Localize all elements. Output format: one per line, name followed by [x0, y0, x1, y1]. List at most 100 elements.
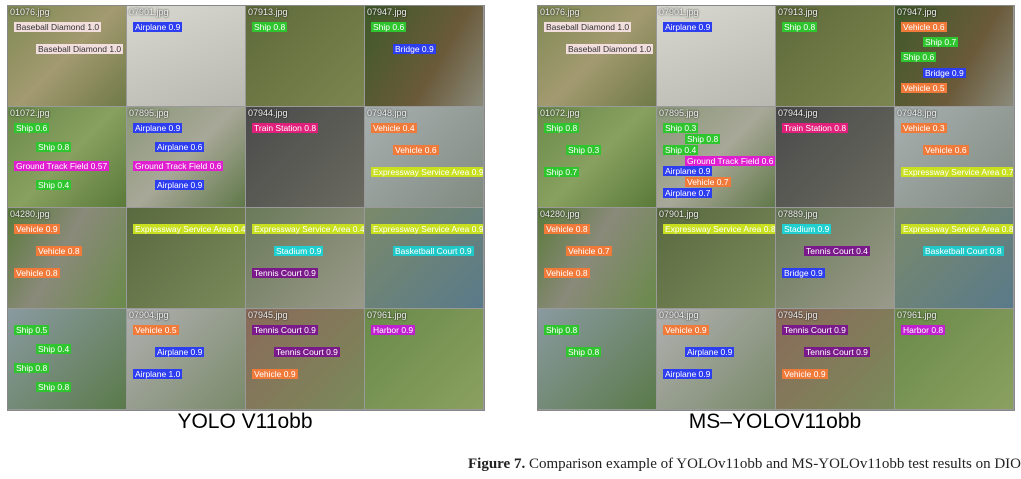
image-tile: 07948.jpg Vehicle 0.4 Vehicle 0.6 Expresswa… [365, 107, 483, 207]
result-grid: 01076.jpg Baseball Diamond 1.0 Baseball Di… [537, 5, 1015, 411]
file-name: 07961.jpg [367, 310, 407, 320]
file-name: 07895.jpg [129, 108, 169, 118]
detection-label: Expressway Service Area 0.8 [663, 224, 775, 234]
image-tile: 07889.jpg Stadium 0.9 Tennis Court 0.4 Brid… [776, 208, 894, 308]
detection-label: Vehicle 0.6 [901, 22, 947, 32]
image-tile: 07944.jpg Train Station 0.8 [776, 107, 894, 207]
detection-label: Airplane 0.9 [663, 166, 713, 177]
detection-label: Baseball Diamond 1.0 [566, 44, 654, 54]
image-tile: 07948.jpg Vehicle 0.3 Vehicle 0.6 Expresswa… [895, 107, 1013, 207]
detection-label: Tennis Court 0.9 [252, 268, 318, 278]
file-name: 07948.jpg [367, 108, 407, 118]
detection-label: Train Station 0.8 [782, 123, 849, 133]
detection-label: Ship 0.3 [663, 123, 699, 133]
image-tile: 07901.jpg Airplane 0.9 [127, 6, 245, 106]
result-grid: 01076.jpg Baseball Diamond 1.0 Baseball Di… [7, 5, 485, 411]
image-tile: Ship 0.8 Ship 0.8 [538, 309, 656, 409]
detection-label: Airplane 0.7 [663, 188, 713, 199]
detection-label: Expressway Service Area 0.4 [133, 224, 245, 234]
detection-label: Vehicle 0.7 [685, 177, 731, 188]
image-tile: Expressway Service Area 0.9 Basketball Co… [365, 208, 483, 308]
detection-label: Airplane 0.6 [155, 142, 205, 152]
image-tile: 01072.jpg Ship 0.8 Ship 0.3 Ship 0.7 [538, 107, 656, 207]
image-tile: 04280.jpg Vehicle 0.9 Vehicle 0.8 Vehicle 0… [8, 208, 126, 308]
detection-label: Ship 0.8 [544, 123, 580, 133]
file-name: 01076.jpg [540, 7, 580, 17]
image-tile: 07944.jpg Train Station 0.8 [246, 107, 364, 207]
file-name: 07901.jpg [659, 209, 699, 219]
detection-label: Vehicle 0.8 [544, 224, 590, 234]
file-name: 01072.jpg [540, 108, 580, 118]
image-tile: 01072.jpg Ship 0.6 Ship 0.8 Ground Track Fi… [8, 107, 126, 207]
figure-caption: Figure 7. Comparison example of YOLOv11o… [468, 456, 1021, 473]
detection-label: Airplane 0.9 [133, 123, 183, 133]
detection-label: Ship 0.8 [566, 347, 602, 357]
detection-label: Airplane 0.9 [133, 22, 183, 32]
file-name: 07895.jpg [659, 108, 699, 118]
detection-label: Ship 0.8 [782, 22, 818, 32]
file-name: 07913.jpg [778, 7, 818, 17]
image-tile: 07913.jpg Ship 0.8 [776, 6, 894, 106]
detection-label: Vehicle 0.8 [544, 268, 590, 278]
detection-label: Vehicle 0.5 [901, 82, 947, 93]
detection-label: Ship 0.3 [566, 145, 602, 155]
detection-label: Baseball Diamond 1.0 [544, 22, 632, 32]
detection-label: Airplane 0.9 [155, 347, 205, 357]
detection-label: Vehicle 0.9 [663, 325, 709, 335]
image-tile: 07901.jpg Airplane 0.9 [657, 6, 775, 106]
detection-label: Tennis Court 0.4 [804, 246, 870, 256]
image-tile: 07947.jpg Vehicle 0.6 Ship 0.7 Ship 0.6 Brid… [895, 6, 1013, 106]
detection-label: Vehicle 0.9 [252, 369, 298, 379]
detection-label: Ship 0.8 [252, 22, 288, 32]
detection-label: Expressway Service Area 0.7 [901, 167, 1013, 177]
detection-label: Ship 0.6 [14, 123, 50, 133]
detection-label: Train Station 0.8 [252, 123, 319, 133]
detection-label: Ship 0.8 [14, 363, 50, 373]
detection-label: Bridge 0.9 [923, 67, 966, 78]
detection-label: Harbor 0.8 [901, 325, 946, 335]
detection-label: Basketball Court 0.9 [393, 246, 474, 256]
image-tile: 01076.jpg Baseball Diamond 1.0 Baseball Di… [538, 6, 656, 106]
detection-label: Expressway Service Area 0.8 [901, 224, 1013, 234]
detection-label: Ground Track Field 0.6 [685, 155, 775, 166]
file-name: 07904.jpg [129, 310, 169, 320]
detection-label: Baseball Diamond 1.0 [14, 22, 102, 32]
detection-label: Airplane 0.9 [155, 180, 205, 190]
detection-label: Ship 0.5 [14, 325, 50, 335]
image-tile: 07895.jpg Ship 0.3 Ship 0.8 Ship 0.4 Ground … [657, 107, 775, 207]
file-name: 07945.jpg [248, 310, 288, 320]
detection-label: Ship 0.8 [36, 142, 72, 152]
detection-label: Airplane 0.9 [685, 347, 735, 357]
detection-label: Expressway Service Area 0.9 [371, 167, 483, 177]
detection-label: Tennis Court 0.9 [782, 325, 848, 335]
image-tile: 07904.jpg Vehicle 0.9 Airplane 0.9 Airplane… [657, 309, 775, 409]
detection-label: Vehicle 0.6 [393, 145, 439, 155]
file-name: 07889.jpg [778, 209, 818, 219]
file-name: 07944.jpg [248, 108, 288, 118]
detection-label: Vehicle 0.9 [14, 224, 60, 234]
detection-label: Bridge 0.9 [782, 268, 825, 278]
detection-label: Ship 0.4 [663, 144, 699, 155]
detection-label: Ship 0.6 [371, 22, 407, 32]
detection-label: Airplane 0.9 [663, 369, 713, 379]
file-name: 07947.jpg [367, 7, 407, 17]
file-name: 07961.jpg [897, 310, 937, 320]
file-name: 01072.jpg [10, 108, 50, 118]
detection-label: Ground Track Field 0.57 [14, 161, 110, 171]
file-name: 07947.jpg [897, 7, 937, 17]
image-tile: 07901.jpg Expressway Service Area 0.8 [657, 208, 775, 308]
file-name: 07901.jpg [129, 7, 169, 17]
detection-label: Ship 0.4 [36, 180, 72, 190]
file-name: 07944.jpg [778, 108, 818, 118]
file-name: 07945.jpg [778, 310, 818, 320]
file-name: 07913.jpg [248, 7, 288, 17]
detection-label: Expressway Service Area 0.4 [252, 224, 364, 234]
figure-label: Figure 7. [468, 456, 526, 472]
file-name: 01076.jpg [10, 7, 50, 17]
image-tile: 07945.jpg Tennis Court 0.9 Tennis Court 0.… [776, 309, 894, 409]
image-tile: 07945.jpg Tennis Court 0.9 Tennis Court 0.… [246, 309, 364, 409]
detection-label: Basketball Court 0.8 [923, 246, 1004, 256]
image-tile: 07904.jpg Vehicle 0.5 Airplane 0.9 Airplane… [127, 309, 245, 409]
detection-label: Vehicle 0.8 [14, 268, 60, 278]
image-tile: 07913.jpg Ship 0.8 [246, 6, 364, 106]
